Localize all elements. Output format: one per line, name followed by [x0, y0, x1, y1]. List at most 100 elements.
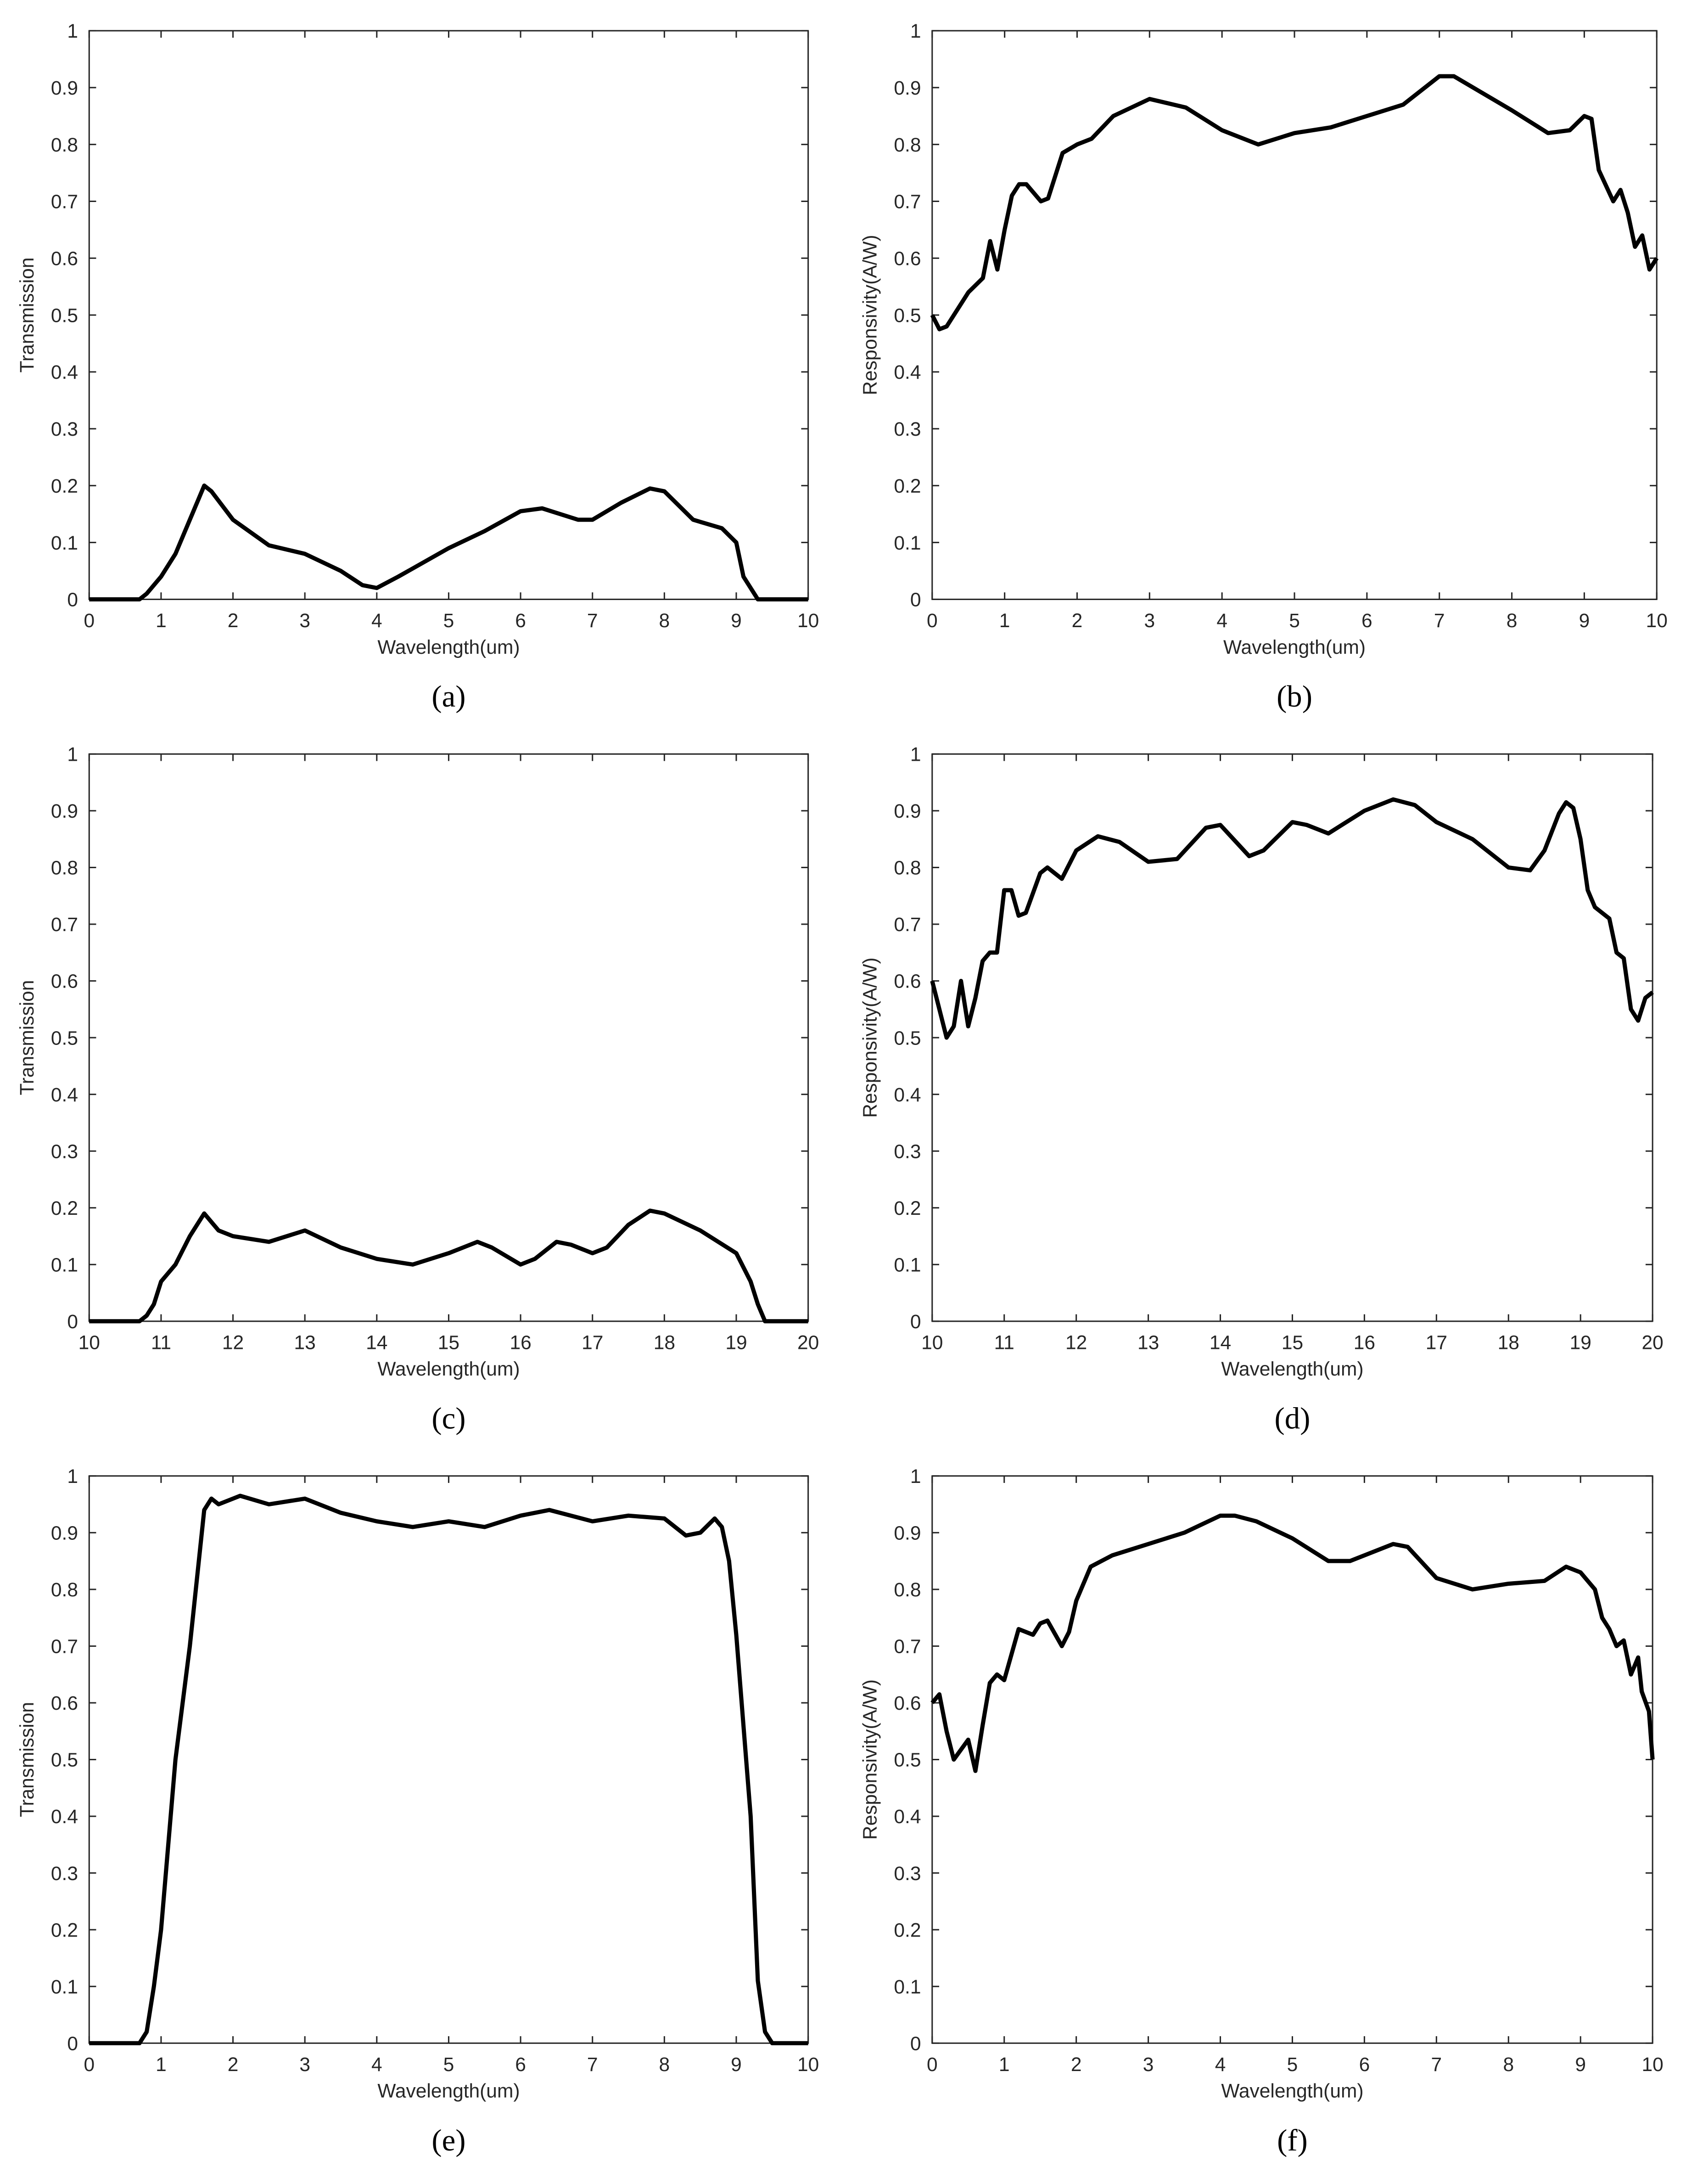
x-tick-label: 8	[1503, 2054, 1514, 2076]
y-tick-label: 0.9	[894, 78, 921, 99]
x-tick-label: 3	[1144, 610, 1155, 632]
y-tick-label: 0.2	[51, 1920, 78, 1941]
caption: (f)	[1277, 2123, 1308, 2157]
y-tick-label: 0.7	[51, 914, 78, 936]
y-tick-label: 0.3	[51, 419, 78, 440]
y-tick-label: 0.5	[51, 1027, 78, 1049]
y-axis-label: Responsivity(A/W)	[859, 957, 881, 1117]
x-tick-label: 11	[151, 1332, 171, 1354]
axes-box	[88, 753, 809, 1322]
x-tick-label: 10	[797, 2054, 819, 2076]
y-tick-label: 0.5	[894, 305, 921, 326]
x-tick-label: 5	[1287, 2054, 1298, 2076]
x-tick-label: 5	[443, 610, 454, 632]
x-tick-label: 12	[1065, 1332, 1087, 1354]
x-tick-label: 11	[994, 1332, 1014, 1354]
x-tick-label: 3	[299, 2054, 310, 2076]
caption: (b)	[1277, 679, 1312, 713]
data-line	[930, 1513, 1655, 1773]
x-tick-label: 2	[228, 2054, 239, 2076]
x-tick-label: 10	[78, 1332, 100, 1354]
y-tick-label: 0.4	[51, 362, 78, 383]
x-tick-label: 16	[1354, 1332, 1375, 1354]
data-line	[930, 74, 1659, 331]
y-tick-label: 0	[910, 1311, 921, 1333]
x-tick-label: 1	[999, 610, 1010, 632]
axes-box	[931, 1475, 1653, 2044]
axes-box	[88, 30, 809, 600]
y-tick-label: 0.7	[894, 914, 921, 936]
x-tick-label: 6	[515, 610, 526, 632]
x-tick-label: 8	[1507, 610, 1518, 632]
x-tick-label: 7	[1434, 610, 1445, 632]
x-axis-label: Wavelength(um)	[377, 637, 520, 658]
y-tick-label: 0.4	[894, 1806, 921, 1828]
x-tick-label: 1	[156, 2054, 167, 2076]
x-tick-label: 9	[1575, 2054, 1586, 2076]
y-axis-label: Transmission	[17, 980, 38, 1095]
x-tick-label: 1	[999, 2054, 1010, 2076]
x-tick-label: 20	[1642, 1332, 1664, 1354]
y-tick-label: 0.6	[894, 1693, 921, 1714]
y-tick-label: 0.9	[51, 1523, 78, 1544]
y-tick-label: 0.8	[51, 1579, 78, 1601]
x-axis-label: Wavelength(um)	[1221, 2081, 1363, 2102]
x-tick-label: 17	[1426, 1332, 1447, 1354]
x-tick-label: 0	[927, 610, 938, 632]
y-tick-label: 0.1	[894, 1976, 921, 1998]
x-tick-label: 10	[797, 610, 819, 632]
x-tick-label: 0	[927, 2054, 938, 2076]
x-tick-label: 6	[515, 2054, 526, 2076]
y-tick-label: 0.9	[51, 801, 78, 822]
caption: (e)	[431, 2123, 465, 2157]
x-tick-label: 7	[587, 2054, 598, 2076]
subplot: 0 1 2 3 4 5 6 7 8 9 10 0 0.1 0.2 0.3 0.4 0.5 0.6 0.7 0.8 0.9…	[859, 21, 1668, 713]
x-tick-label: 9	[1579, 610, 1590, 632]
x-tick-label: 14	[366, 1332, 387, 1354]
x-tick-label: 10	[921, 1332, 943, 1354]
x-tick-label: 17	[582, 1332, 603, 1354]
x-tick-label: 15	[438, 1332, 459, 1354]
subplot: 10 11 12 13 14 15 16 17 18 19 20 0 0.1 0.2 0.3 0.4 0.5 0.…	[17, 744, 819, 1436]
y-tick-label: 1	[67, 744, 78, 766]
y-tick-label: 0.9	[894, 801, 921, 822]
x-tick-label: 20	[797, 1332, 819, 1354]
y-tick-label: 0.7	[51, 191, 78, 213]
x-tick-label: 9	[731, 2054, 742, 2076]
y-tick-label: 0	[67, 590, 78, 611]
x-tick-label: 0	[84, 2054, 95, 2076]
x-tick-label: 2	[1072, 610, 1083, 632]
subplot: 0 1 2 3 4 5 6 7 8 9 10 0 0.1 0.2 0.3 0.4 0.5 0.6 0.7 0.8 0.9…	[17, 1466, 819, 2157]
y-tick-label: 0.8	[894, 1579, 921, 1601]
x-tick-label: 0	[84, 610, 95, 632]
x-tick-label: 6	[1359, 2054, 1370, 2076]
y-tick-label: 0.3	[894, 1863, 921, 1885]
y-tick-label: 0.6	[51, 971, 78, 993]
x-axis-label: Wavelength(um)	[1221, 1359, 1363, 1380]
y-tick-label: 0.3	[894, 419, 921, 440]
data-line	[89, 1493, 808, 2045]
y-tick-label: 0.4	[894, 362, 921, 383]
y-tick-label: 0.7	[894, 1636, 921, 1658]
x-tick-label: 3	[1143, 2054, 1154, 2076]
x-tick-label: 4	[1216, 610, 1227, 632]
x-tick-label: 8	[659, 2054, 670, 2076]
y-axis-label: Responsivity(A/W)	[859, 1679, 881, 1840]
y-tick-label: 0.5	[51, 305, 78, 326]
x-tick-label: 1	[156, 610, 167, 632]
y-tick-label: 0.1	[894, 533, 921, 554]
x-tick-label: 7	[587, 610, 598, 632]
y-axis-label: Responsivity(A/W)	[859, 235, 881, 395]
y-tick-label: 0.7	[894, 191, 921, 213]
y-tick-label: 0.1	[51, 1254, 78, 1276]
x-tick-label: 10	[1642, 2054, 1664, 2076]
x-tick-label: 16	[510, 1332, 531, 1354]
y-tick-label: 0.6	[51, 248, 78, 270]
caption: (d)	[1275, 1402, 1311, 1436]
y-tick-label: 1	[67, 1466, 78, 1488]
y-tick-label: 0.2	[894, 1198, 921, 1219]
x-tick-label: 3	[299, 610, 310, 632]
subplot: 0 1 2 3 4 5 6 7 8 9 10 0 0.1 0.2 0.3 0.4 0.5 0.6 0.7 0.8 0.9…	[859, 1466, 1663, 2157]
x-tick-label: 8	[659, 610, 670, 632]
